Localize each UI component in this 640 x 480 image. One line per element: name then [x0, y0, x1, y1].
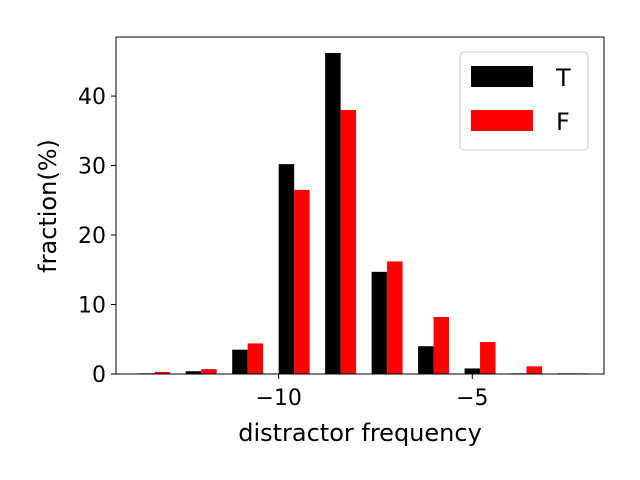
- y-tick-label: 20: [78, 224, 106, 249]
- y-tick-label: 0: [92, 363, 106, 388]
- x-axis: −10 −5: [255, 374, 489, 411]
- bar-T-1: [185, 371, 202, 374]
- bars-group: [139, 52, 589, 375]
- bar-F-1: [201, 369, 217, 374]
- bar-F-6: [433, 317, 450, 374]
- bar-T-4: [325, 52, 341, 374]
- y-tick-label: 10: [78, 294, 106, 319]
- plot-frame: [115, 36, 605, 375]
- bar-F-3: [294, 189, 310, 374]
- bar-T-3: [278, 164, 295, 374]
- legend-swatch-F: [471, 110, 533, 131]
- y-tick-label: 40: [78, 85, 106, 110]
- legend-label-F: F: [556, 108, 570, 136]
- bar-F-4: [340, 109, 357, 375]
- x-tick-label: −10: [255, 386, 301, 411]
- legend: T F: [459, 51, 589, 151]
- legend-label-T: T: [555, 64, 571, 92]
- bar-T-6: [418, 346, 434, 374]
- bar-T-5: [371, 271, 388, 374]
- x-axis-label: distractor frequency: [238, 419, 482, 447]
- y-tick-label: 30: [78, 155, 106, 180]
- x-tick-label: −5: [456, 386, 488, 411]
- bar-F-7: [480, 342, 496, 374]
- bar-T-7: [464, 368, 481, 374]
- bar-F-8: [526, 366, 543, 374]
- legend-swatch-T: [471, 66, 533, 87]
- bar-F-2: [247, 343, 264, 374]
- bar-F-0: [154, 371, 171, 374]
- bar-T-2: [232, 349, 248, 374]
- y-axis-label: fraction(%): [34, 139, 62, 273]
- y-axis: 0 10 20 30 40: [78, 85, 116, 388]
- bar-F-5: [387, 261, 403, 374]
